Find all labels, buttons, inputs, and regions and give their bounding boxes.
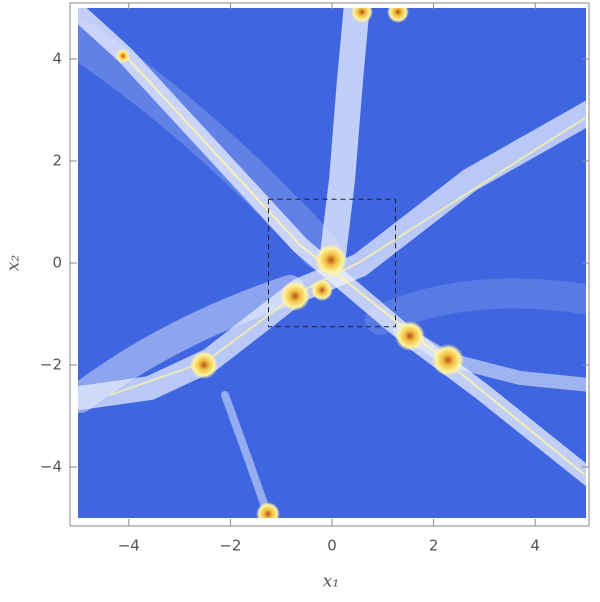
x-tick-label: 2 (429, 537, 439, 555)
highlight-box (268, 198, 396, 328)
density-field (78, 8, 586, 518)
hotspots (116, 8, 464, 518)
y-tick-label: 4 (52, 50, 62, 68)
frame (69, 2, 590, 527)
x-tick-label: −4 (118, 537, 140, 555)
field-ridge (119, 49, 586, 476)
hotspot (387, 8, 409, 23)
field-band (221, 391, 272, 518)
field-glow (365, 278, 586, 335)
y-tick-label: −4 (40, 458, 62, 476)
x-tick-label: 4 (530, 537, 540, 555)
y-tick-label: −2 (40, 356, 62, 374)
y-tick-label: 0 (52, 254, 62, 272)
hotspot (311, 279, 333, 301)
hotspot (351, 8, 373, 23)
field-glow (78, 20, 340, 270)
hotspot (280, 281, 310, 311)
hotspot (190, 351, 218, 379)
x-tick-label: 0 (327, 537, 337, 555)
hotspot (432, 344, 464, 376)
hotspot (256, 502, 280, 518)
y-axis-label: x₂ (4, 255, 24, 272)
x-tick-label: −2 (219, 537, 241, 555)
y-tick-label: 2 (52, 152, 62, 170)
x-axis-label: x₁ (323, 572, 339, 592)
hotspot (395, 321, 425, 351)
field-band (78, 275, 305, 413)
field-band (320, 8, 370, 268)
hotspot (315, 244, 347, 276)
hotspot (116, 49, 130, 63)
